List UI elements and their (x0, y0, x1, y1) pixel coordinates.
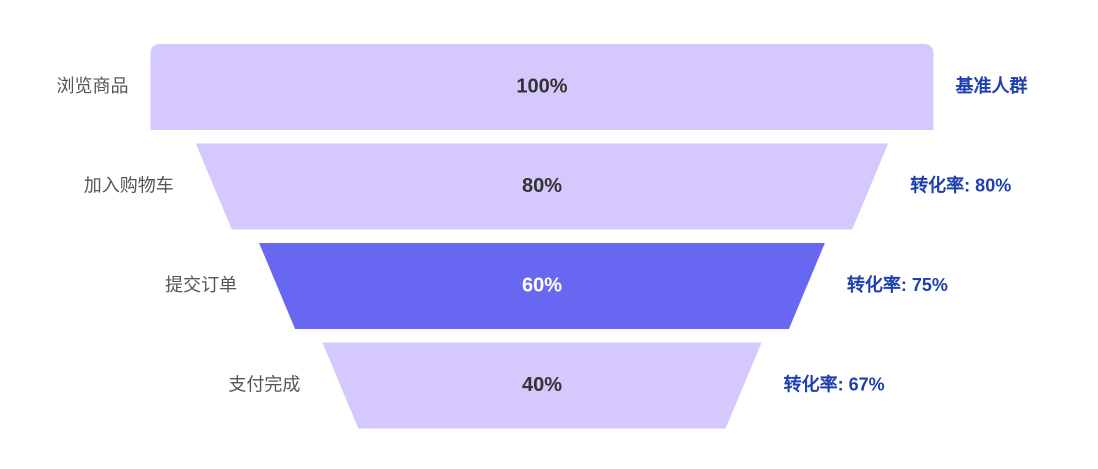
value-label: 100% (516, 75, 567, 97)
stage-label: 提交订单 (165, 275, 237, 295)
stage-label: 浏览商品 (57, 76, 129, 96)
conversion-label: 转化率: 67% (784, 373, 885, 394)
stage-label: 支付完成 (228, 374, 300, 394)
conversion-label: 转化率: 75% (847, 274, 948, 295)
funnel-stage (322, 342, 762, 429)
funnel-stage (195, 143, 889, 230)
conversion-label: 转化率: 80% (910, 174, 1011, 195)
stage-label: 加入购物车 (84, 175, 174, 195)
conversion-label: 基准人群 (955, 75, 1028, 96)
funnel-stage (259, 243, 825, 329)
funnel-stage (150, 44, 934, 130)
value-label: 60% (522, 274, 562, 296)
value-label: 40% (522, 374, 562, 396)
value-label: 80% (522, 175, 562, 197)
